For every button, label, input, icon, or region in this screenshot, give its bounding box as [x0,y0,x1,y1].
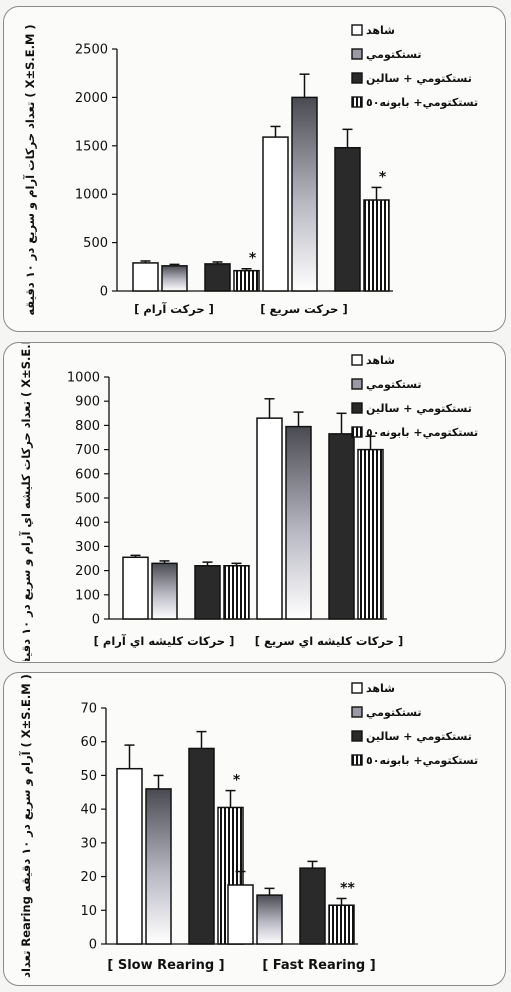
bar [328,433,355,620]
legend-swatch [351,48,363,60]
category-label: [ حركات كليشه اي سريع ] [255,634,403,648]
chart-panel-3: 0 10 20 30 40 50 60 70 تعداد Rearing آرام و سريع… [3,672,506,986]
bar [291,96,318,292]
bar [188,747,215,945]
y-tick-label: 0 [92,613,100,628]
legend-label: تستكتومي [366,378,422,391]
legend-swatch [351,730,363,742]
y-axis-label: تعداد Rearing آرام و سريع در ١٠ دقيقه ( … [19,674,34,978]
y-tick-label: 500 [75,492,100,507]
chart-1: 0 500 1000 1500 2000 2500 تعداد حركات آرام و س… [23,24,478,316]
legend-label: تستكتومي+ بابونه٥٠ [366,96,478,109]
significance-mark: * [233,773,241,789]
y-tick-label: 100 [75,588,100,603]
legend-swatch [351,24,363,36]
bar [328,904,355,945]
y-tick-label: 800 [75,419,100,434]
legend-label: تستكتومي+ بابونه٥٠ [366,754,478,767]
bar [194,565,221,620]
y-axis-label: تعداد حركات آرام و سريع در ١٠ دقيقه ( X±… [23,24,38,315]
chart-panel-2: 0 100 200 300 400 500 600 700 800 900 1000 تعداد حر… [3,342,506,663]
y-tick-label: 70 [80,702,97,717]
bar [161,265,188,292]
legend-swatch [351,402,363,414]
bar [299,867,326,945]
legend-swatch [351,682,363,694]
y-tick-label: 60 [80,735,97,750]
legend-swatch [351,354,363,366]
bar [285,425,312,620]
y-tick-label: 300 [75,540,100,555]
y-tick-label: 500 [83,236,108,251]
y-tick-label: 30 [80,836,97,851]
y-tick-label: 50 [80,769,97,784]
category-label: [ Fast Rearing ] [262,958,375,973]
y-tick-label: 0 [100,285,108,300]
bar [256,417,283,620]
bar [132,262,159,292]
chart-3: 0 10 20 30 40 50 60 70 تعداد Rearing آرام و سريع… [19,674,478,978]
y-tick-label: 1000 [75,188,108,203]
legend-swatch [351,378,363,390]
bar [151,562,178,620]
category-label: [ حركت آرام ] [134,302,214,316]
y-tick-label: 700 [75,443,100,458]
legend-swatch [351,706,363,718]
legend-label: تستكتومي [366,706,422,719]
y-tick-label: 1000 [67,371,100,386]
legend-label: شاهد [366,24,395,37]
category-label: [ حركات كليشه اي آرام ] [94,634,235,648]
y-tick-label: 40 [80,803,97,818]
bar [122,556,149,620]
legend-label: تستكتومي + سالين [366,730,472,743]
y-tick-label: 2000 [75,91,108,106]
bar [145,788,172,945]
bar [357,448,384,620]
legend-swatch [351,72,363,84]
y-tick-label: 900 [75,395,100,410]
bar [256,894,283,945]
legend-label: شاهد [366,682,395,695]
bar [116,767,143,945]
bar [223,565,250,620]
legend-label: شاهد [366,354,395,367]
category-label: [ حركت سريع ] [260,302,347,316]
bar [204,263,231,292]
legend-label: تستكتومي+ بابونه٥٠ [366,426,478,439]
legend-swatch [351,426,363,438]
significance-mark: * [379,169,387,185]
y-tick-label: 600 [75,467,100,482]
bar [233,269,260,292]
legend-swatch [351,96,363,108]
bar [262,136,289,292]
y-tick-label: 400 [75,516,100,531]
category-label: [ Slow Rearing ] [107,958,224,973]
legend-label: تستكتومي + سالين [366,402,472,415]
significance-mark: * [249,251,257,267]
y-tick-label: 2500 [75,43,108,58]
bar [334,146,361,292]
chart-2: 0 100 200 300 400 500 600 700 800 900 1000 تعداد حر… [19,343,478,661]
bar [363,199,390,292]
legend-swatch [351,754,363,766]
chart-panel-1: 0 500 1000 1500 2000 2500 تعداد حركات آرام و س… [3,6,506,332]
legend-label: تستكتومي + سالين [366,72,472,85]
y-tick-label: 10 [80,904,97,919]
y-axis-label: تعداد حركات كليشه اي آرام و سريع در ١٠ د… [19,343,34,661]
y-tick-label: 0 [89,938,97,953]
bar [227,884,254,945]
legend-label: تستكتومي [366,48,422,61]
y-tick-label: 20 [80,870,97,885]
significance-mark: ** [340,880,355,896]
y-tick-label: 1500 [75,139,108,154]
y-tick-label: 200 [75,564,100,579]
